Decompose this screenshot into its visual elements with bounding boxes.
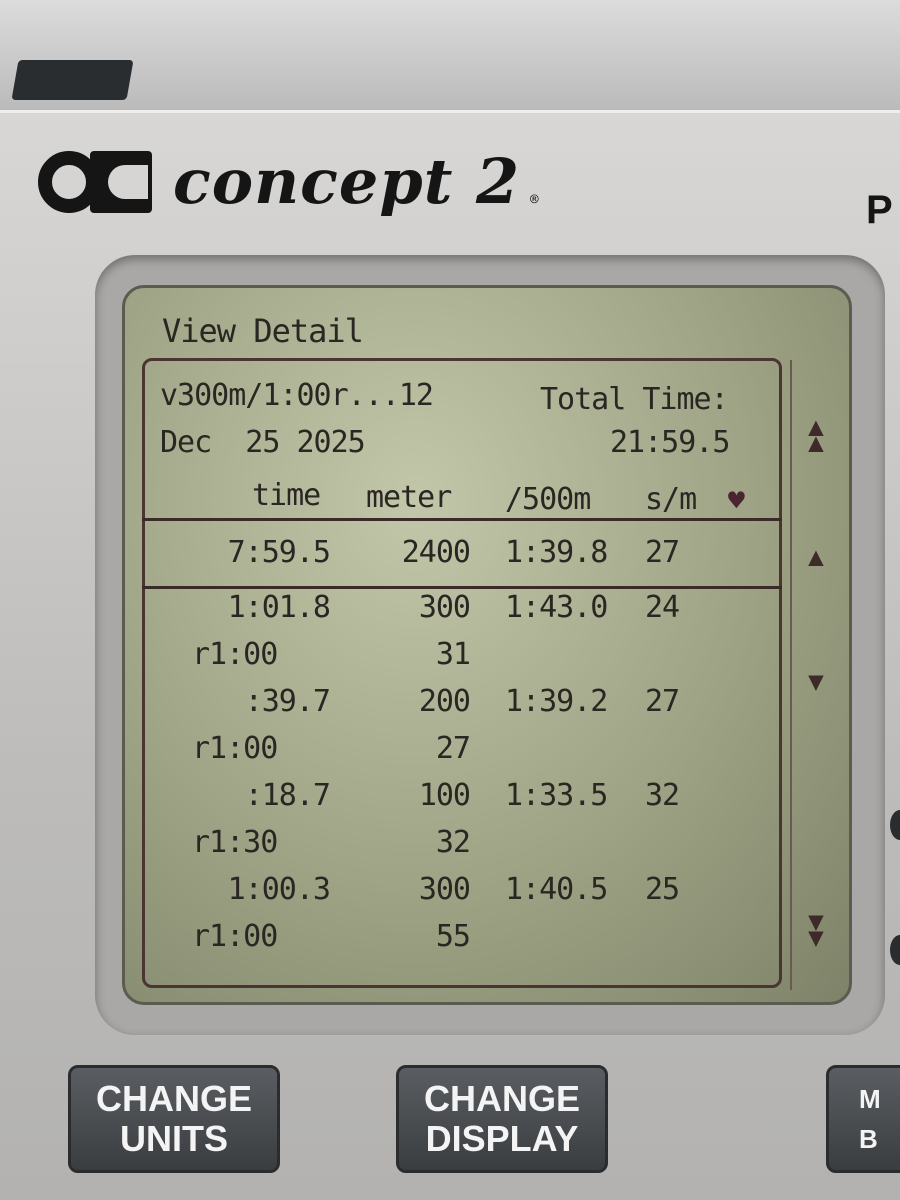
interval-meters: 2400	[401, 535, 471, 570]
button-label: B	[859, 1124, 878, 1154]
interval-stroke-rate: 32	[645, 778, 680, 813]
detail-panel	[142, 358, 782, 988]
button-label: CHANGE	[423, 1078, 580, 1119]
interval-meters: 55	[435, 919, 471, 954]
registered-mark: ®	[530, 192, 539, 208]
change-display-button[interactable]: CHANGE DISPLAY	[396, 1065, 608, 1173]
interval-stroke-rate: 27	[645, 535, 680, 570]
side-button[interactable]	[890, 810, 900, 840]
page-down-icon[interactable]: ▼ ▼	[808, 907, 824, 953]
column-header-spm: s/m	[645, 482, 697, 517]
interval-meters: 300	[418, 590, 471, 625]
change-units-button[interactable]: CHANGE UNITS	[68, 1065, 280, 1173]
total-time-label: Total Time:	[540, 382, 729, 417]
workout-name: v300m/1:00r...12	[160, 378, 434, 413]
column-header-meter: meter	[366, 480, 452, 515]
divider	[142, 586, 782, 589]
interval-stroke-rate: 25	[645, 872, 680, 907]
interval-time: 1:00.3	[227, 872, 331, 907]
interval-time: r1:00	[192, 731, 278, 766]
interval-time: 1:01.8	[227, 590, 331, 625]
scroll-down-icon[interactable]: ▼	[808, 667, 824, 697]
button-label: UNITS	[120, 1118, 228, 1159]
column-header-time: time	[252, 478, 321, 513]
interval-pace: 1:39.2	[505, 684, 608, 719]
interval-meters: 300	[418, 872, 471, 907]
logo-text: concept 2	[173, 145, 521, 218]
side-button[interactable]	[890, 935, 900, 965]
total-time-value: 21:59.5	[610, 425, 730, 460]
interval-pace: 1:39.8	[505, 535, 608, 570]
workout-date: Dec 25 2025	[160, 425, 366, 460]
scrollbar[interactable]	[790, 360, 792, 990]
interval-time: r1:30	[192, 825, 278, 860]
lcd-screen	[122, 285, 852, 1005]
interval-pace: 1:43.0	[505, 590, 608, 625]
page-up-icon[interactable]: ▲ ▲	[808, 412, 824, 458]
button-label: M	[859, 1084, 881, 1114]
interval-pace: 1:40.5	[505, 872, 608, 907]
interval-time: :39.7	[244, 684, 331, 719]
button-label: DISPLAY	[425, 1118, 579, 1159]
interval-stroke-rate: 27	[645, 684, 680, 719]
column-header-pace: /500m	[505, 482, 591, 517]
menu-back-button[interactable]: M B	[826, 1065, 900, 1173]
divider	[142, 518, 782, 521]
interval-time: 7:59.5	[227, 535, 331, 570]
interval-meters: 31	[435, 637, 471, 672]
clip	[11, 60, 134, 100]
concept2-logo: concept 2 ®	[38, 145, 539, 218]
model-label-partial: P	[866, 188, 893, 232]
screen-title: View Detail	[162, 312, 364, 350]
interval-meters: 32	[435, 825, 471, 860]
interval-pace: 1:33.5	[505, 778, 608, 813]
interval-time: r1:00	[192, 637, 278, 672]
scroll-up-icon[interactable]: ▲	[808, 542, 824, 572]
logo-mark	[38, 150, 163, 213]
interval-time: :18.7	[244, 778, 331, 813]
interval-meters: 100	[418, 778, 471, 813]
heart-icon: ♥	[728, 484, 745, 517]
background-top	[0, 0, 900, 118]
interval-meters: 200	[418, 684, 471, 719]
interval-meters: 27	[435, 731, 471, 766]
button-label: CHANGE	[95, 1078, 252, 1119]
interval-time: r1:00	[192, 919, 278, 954]
interval-stroke-rate: 24	[645, 590, 680, 625]
